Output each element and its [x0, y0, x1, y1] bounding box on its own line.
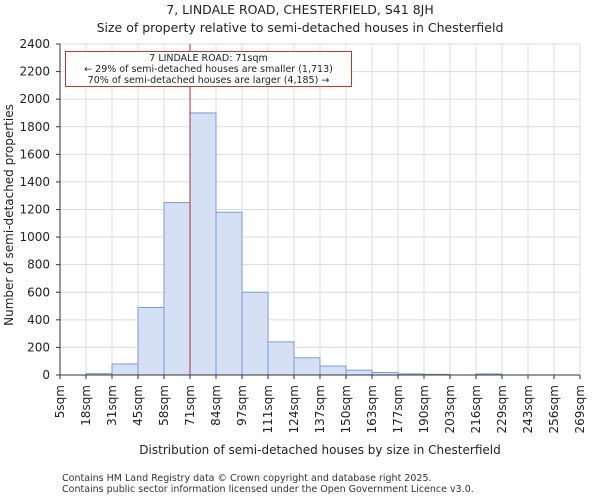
x-tick-label: 45sqm [131, 385, 145, 426]
x-tick-label: 177sqm [391, 385, 405, 433]
x-tick-label: 18sqm [79, 385, 93, 426]
x-axis-label: Distribution of semi-detached houses by … [139, 443, 501, 457]
footer-line-2: Contains public sector information licen… [62, 484, 474, 495]
histogram-bar [111, 363, 139, 376]
x-tick-label: 97sqm [235, 385, 249, 426]
y-tick-label: 1800 [19, 120, 50, 134]
annotation-line-3: 70% of semi-detached houses are larger (… [87, 75, 330, 86]
x-tick-label: 203sqm [443, 385, 457, 433]
x-tick-label: 5sqm [53, 385, 67, 418]
x-tick-label: 71sqm [183, 385, 197, 426]
y-tick-label: 200 [27, 340, 50, 354]
x-tick-label: 31sqm [105, 385, 119, 426]
x-tick-label: 229sqm [495, 385, 509, 433]
x-tick-label: 150sqm [339, 385, 353, 433]
y-axis-label: Number of semi-detached properties [2, 104, 16, 326]
y-tick-label: 600 [27, 285, 50, 299]
histogram-bar [189, 112, 217, 376]
y-tick-label: 800 [27, 258, 50, 272]
chart-title: 7, LINDALE ROAD, CHESTERFIELD, S41 8JH [166, 2, 434, 17]
histogram-bar [267, 341, 295, 376]
histogram-bar [137, 306, 165, 376]
y-tick-label: 0 [42, 368, 50, 382]
chart-subtitle: Size of property relative to semi-detach… [96, 20, 504, 35]
y-tick-label: 1000 [19, 230, 50, 244]
histogram-bar [319, 365, 347, 376]
annotation-box: 7 LINDALE ROAD: 71sqm ← 29% of semi-deta… [65, 51, 352, 87]
x-tick-label: 256sqm [547, 385, 561, 433]
x-tick-label: 84sqm [209, 385, 223, 426]
y-tick-label: 2200 [19, 65, 50, 79]
histogram-bar [241, 291, 269, 376]
x-tick-label: 163sqm [365, 385, 379, 433]
histogram-bar [345, 369, 373, 376]
y-tick-label: 1400 [19, 175, 50, 189]
x-tick-label: 243sqm [521, 385, 535, 433]
footer-line-1: Contains HM Land Registry data © Crown c… [62, 473, 432, 484]
histogram-bar [163, 202, 191, 376]
x-tick-label: 216sqm [469, 385, 483, 433]
y-tick-label: 2000 [19, 92, 50, 106]
histogram-bar [215, 211, 243, 376]
x-tick-label: 124sqm [287, 385, 301, 433]
x-tick-label: 269sqm [573, 385, 587, 433]
x-tick-label: 58sqm [157, 385, 171, 426]
y-tick-label: 400 [27, 313, 50, 327]
annotation-line-1: 7 LINDALE ROAD: 71sqm [149, 53, 268, 64]
annotation-line-2: ← 29% of semi-detached houses are smalle… [84, 64, 333, 75]
x-tick-label: 111sqm [261, 385, 275, 433]
y-tick-label: 2400 [19, 37, 50, 51]
histogram-bar [293, 357, 321, 376]
y-tick-label: 1600 [19, 147, 50, 161]
x-tick-label: 190sqm [417, 385, 431, 433]
x-tick-label: 137sqm [313, 385, 327, 433]
y-tick-label: 1200 [19, 203, 50, 217]
